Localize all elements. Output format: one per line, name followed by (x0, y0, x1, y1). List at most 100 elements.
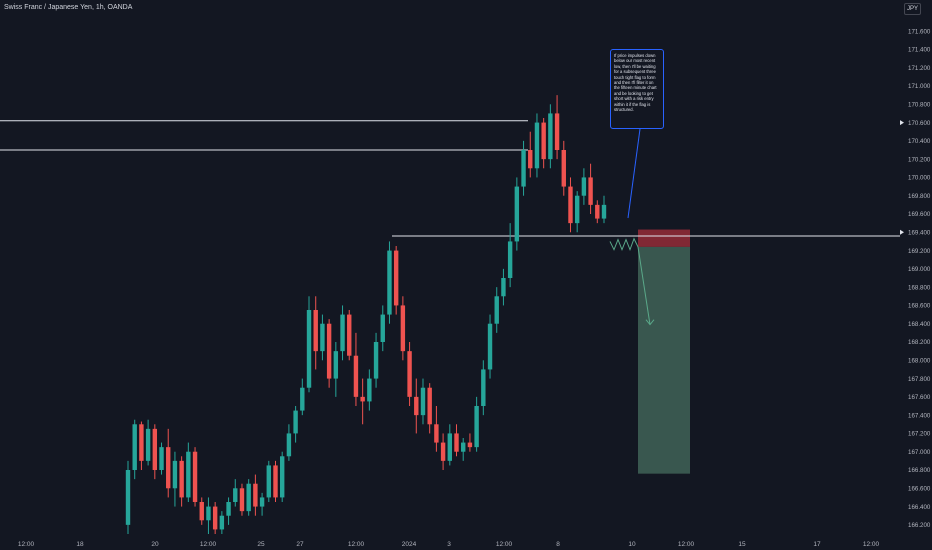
candle-body (440, 442, 446, 461)
candle[interactable] (125, 460, 131, 534)
candle[interactable] (152, 424, 158, 480)
candle[interactable] (507, 223, 513, 288)
candle[interactable] (286, 424, 292, 461)
candle[interactable] (233, 479, 238, 507)
candle[interactable] (179, 456, 184, 507)
candle[interactable] (501, 268, 506, 306)
candle[interactable] (420, 378, 426, 425)
candle[interactable] (186, 442, 191, 502)
stop-loss-zone[interactable] (638, 229, 690, 247)
candle[interactable] (253, 474, 258, 516)
candle[interactable] (487, 314, 493, 379)
candle[interactable] (393, 246, 399, 315)
candle[interactable] (440, 433, 446, 470)
candle[interactable] (132, 419, 137, 480)
candle[interactable] (206, 497, 211, 534)
candle[interactable] (219, 511, 225, 534)
candle[interactable] (226, 497, 231, 525)
candle[interactable] (427, 383, 432, 434)
time-tick-label: 12:00 (496, 541, 513, 548)
candle[interactable] (373, 332, 379, 388)
candle-body (528, 150, 533, 169)
candle[interactable] (320, 314, 325, 361)
candle-body (541, 122, 546, 160)
candle[interactable] (279, 451, 285, 502)
candle[interactable] (400, 296, 406, 361)
candle[interactable] (447, 424, 453, 466)
candle[interactable] (159, 442, 164, 475)
candle[interactable] (326, 319, 332, 388)
candle[interactable] (434, 406, 439, 452)
candle[interactable] (166, 428, 171, 498)
candle-body (320, 323, 325, 352)
candle[interactable] (145, 419, 151, 466)
candle-body (427, 387, 432, 425)
candle[interactable] (595, 200, 600, 224)
projection-path[interactable] (609, 237, 651, 325)
candle[interactable] (353, 332, 359, 406)
candle[interactable] (521, 140, 526, 196)
candle[interactable] (340, 305, 345, 361)
candle[interactable] (199, 497, 204, 525)
candle[interactable] (347, 310, 352, 361)
candle[interactable] (266, 460, 271, 502)
candle[interactable] (192, 447, 198, 507)
candle-body (266, 465, 271, 498)
candle[interactable] (574, 191, 580, 233)
candle[interactable] (300, 378, 305, 416)
candle[interactable] (239, 483, 245, 516)
candle-body (507, 241, 513, 278)
candle[interactable] (461, 438, 466, 461)
candle[interactable] (548, 104, 553, 169)
price-tick-label: 166.600 (908, 485, 931, 492)
candle-body (501, 278, 506, 297)
candle[interactable] (360, 378, 365, 425)
candle[interactable] (333, 342, 339, 397)
candle-body (186, 451, 191, 498)
candle[interactable] (367, 369, 372, 411)
candle[interactable] (293, 406, 298, 443)
candle[interactable] (172, 451, 178, 507)
candle[interactable] (494, 287, 499, 333)
candle[interactable] (514, 177, 520, 251)
candle[interactable] (528, 131, 533, 178)
candle[interactable] (139, 421, 144, 470)
candle-body (420, 387, 426, 416)
candle[interactable] (588, 163, 593, 214)
candle[interactable] (554, 95, 560, 160)
candle[interactable] (313, 296, 318, 370)
candle[interactable] (407, 342, 412, 406)
candle-body (326, 323, 332, 379)
candle[interactable] (259, 492, 265, 516)
candle[interactable] (581, 168, 587, 205)
price-tick-label: 171.400 (908, 47, 931, 54)
candle[interactable] (467, 433, 473, 452)
candle-body (226, 502, 231, 516)
time-tick-label: 2024 (402, 541, 417, 548)
candle-body (206, 506, 211, 521)
candle[interactable] (380, 305, 385, 352)
candle[interactable] (568, 177, 573, 233)
candle[interactable] (481, 360, 486, 416)
candle[interactable] (561, 140, 566, 196)
candle-body (601, 204, 607, 219)
price-tick-label: 169.600 (908, 211, 931, 218)
currency-button[interactable]: JPY (904, 3, 921, 15)
candle[interactable] (601, 195, 607, 224)
candle[interactable] (212, 502, 218, 534)
candle-body (347, 314, 352, 356)
candle[interactable] (541, 118, 546, 169)
candle[interactable] (387, 241, 392, 324)
target-zone[interactable] (638, 246, 690, 474)
candle[interactable] (306, 296, 312, 393)
candle[interactable] (273, 460, 278, 502)
candle[interactable] (534, 113, 540, 178)
annotation-callout[interactable]: If price impulses down below our most re… (610, 49, 664, 129)
position-zones (638, 229, 690, 474)
candle[interactable] (454, 424, 459, 457)
candle[interactable] (414, 378, 419, 434)
candle[interactable] (474, 396, 479, 452)
candle-body (273, 465, 278, 498)
candle[interactable] (246, 479, 251, 516)
